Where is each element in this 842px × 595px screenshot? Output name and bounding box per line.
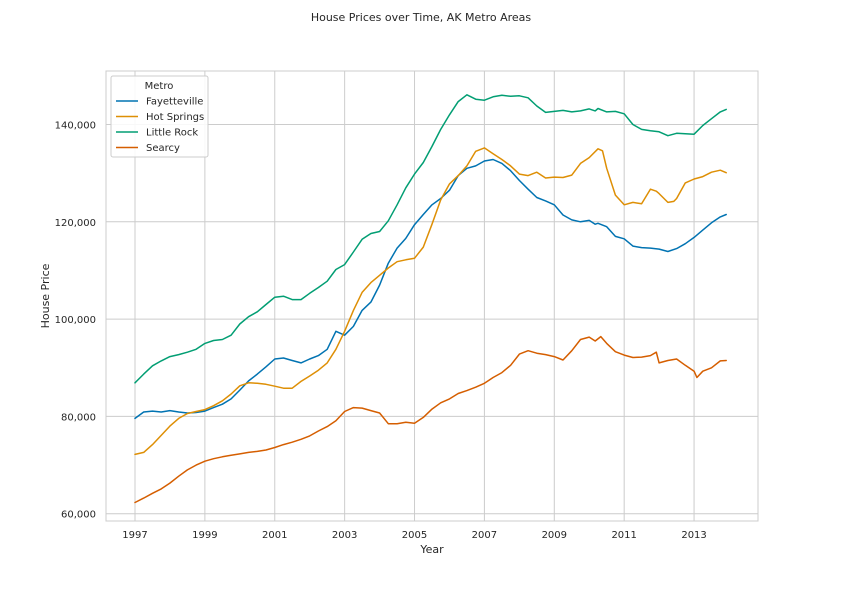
x-axis-ticks: 1997 1999 2001 2003 2005 2007 2009 2011 2013 xyxy=(122,530,707,541)
x-tick-label: 2001 xyxy=(262,530,287,541)
legend-items: Fayetteville Hot Springs Little Rock Searcy xyxy=(116,97,204,154)
legend-label-fayetteville: Fayetteville xyxy=(146,97,203,108)
x-tick-label: 1997 xyxy=(122,530,147,541)
x-tick-label: 2007 xyxy=(472,530,497,541)
y-tick-label: 120,000 xyxy=(55,218,96,229)
series-line-fayetteville xyxy=(134,158,727,420)
x-axis-label: Year xyxy=(419,543,444,556)
x-tick-label: 2013 xyxy=(681,530,706,541)
y-tick-label: 140,000 xyxy=(55,121,96,132)
x-tick-label: 2009 xyxy=(542,530,567,541)
y-tick-label: 80,000 xyxy=(61,412,96,423)
legend-title: Metro xyxy=(145,81,174,92)
legend-label-little-rock: Little Rock xyxy=(146,128,198,139)
y-tick-label: 100,000 xyxy=(55,315,96,326)
y-tick-label: 60,000 xyxy=(61,510,96,521)
chart-title: House Prices over Time, AK Metro Areas xyxy=(311,11,532,24)
x-tick-label: 2011 xyxy=(611,530,636,541)
x-tick-label: 2003 xyxy=(332,530,357,541)
series-line-hot-springs xyxy=(134,147,727,456)
gridlines xyxy=(106,71,758,521)
legend-box xyxy=(110,75,209,158)
x-tick-label: 1999 xyxy=(192,530,217,541)
plot-frame xyxy=(105,70,759,522)
series-line-searcy xyxy=(134,335,727,504)
series-line-little-rock xyxy=(134,94,727,384)
legend-label-hot-springs: Hot Springs xyxy=(146,112,204,123)
series-lines xyxy=(134,94,727,504)
x-tick-label: 2005 xyxy=(402,530,427,541)
legend: Metro Fayetteville Hot Springs Little Rock… xyxy=(110,75,209,158)
legend-label-searcy: Searcy xyxy=(146,143,180,154)
y-axis-label: House Price xyxy=(39,263,52,328)
y-axis-ticks: 60,000 80,000 100,000 120,000 140,000 xyxy=(55,121,96,521)
